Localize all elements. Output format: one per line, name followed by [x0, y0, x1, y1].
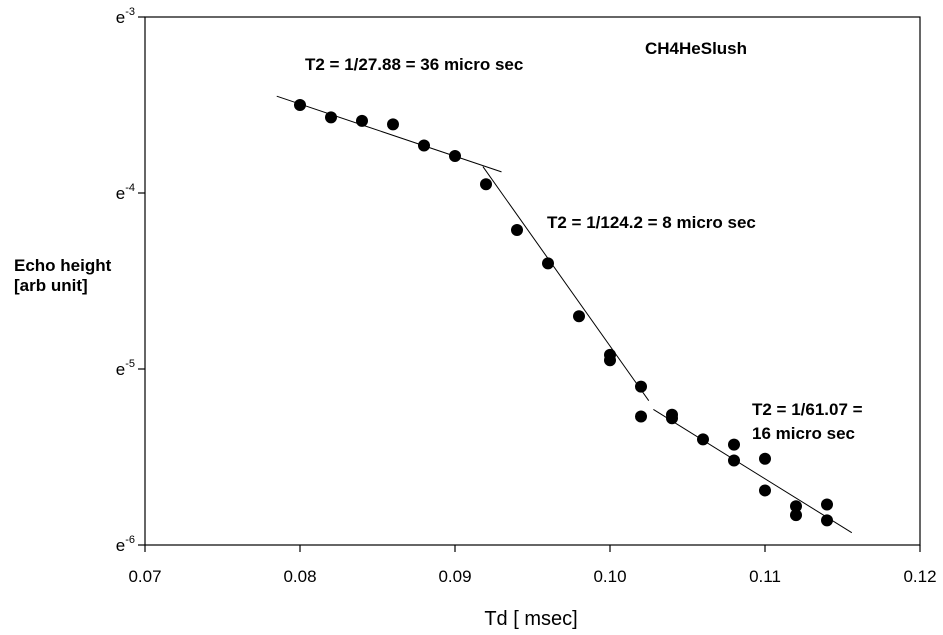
data-point — [666, 412, 678, 425]
y-tick-label: e-5 — [116, 358, 135, 379]
x-tick-label: 0.11 — [749, 567, 781, 586]
data-point — [356, 114, 368, 127]
data-point — [790, 509, 802, 522]
y-axis-ticks: e-3 e-4 e-5 e-6 — [116, 6, 145, 555]
x-tick-label: 0.09 — [438, 567, 471, 586]
data-point — [759, 484, 771, 497]
data-point — [387, 118, 399, 131]
x-tick-label: 0.08 — [283, 567, 316, 586]
data-point — [542, 257, 554, 270]
x-axis-ticks: 0.07 0.08 0.09 0.10 0.11 0.12 — [128, 545, 937, 586]
data-point — [759, 452, 771, 465]
data-point — [604, 354, 616, 367]
y-tick-label: e-4 — [116, 182, 135, 203]
annotation-t2-second: T2 = 1/124.2 = 8 micro sec — [547, 213, 756, 232]
plot-frame — [144, 16, 921, 546]
data-point — [635, 410, 647, 423]
y-axis-label-line2: [arb unit] — [14, 276, 88, 295]
x-tick-label: 0.12 — [903, 567, 936, 586]
fit-line-1 — [276, 95, 502, 173]
data-point — [573, 310, 585, 323]
y-axis-label-line1: Echo height — [14, 256, 112, 275]
fit-line-2 — [482, 166, 650, 401]
data-point — [480, 178, 492, 191]
fit-line-3 — [653, 409, 853, 534]
annotation-t2-third-line1: T2 = 1/61.07 = — [752, 400, 863, 419]
y-tick-label: e-3 — [116, 6, 135, 27]
x-tick-label: 0.10 — [593, 567, 626, 586]
annotation-t2-third-line2: 16 micro sec — [752, 424, 855, 443]
data-point — [418, 139, 430, 152]
data-point — [821, 514, 833, 527]
data-points — [294, 99, 833, 527]
data-point — [728, 454, 740, 467]
fit-lines — [276, 95, 853, 534]
x-axis-title: Td [ msec] — [484, 608, 577, 630]
data-point — [821, 498, 833, 511]
data-point — [790, 500, 802, 513]
y-tick-label: e-6 — [116, 534, 135, 555]
x-tick-label: 0.07 — [128, 567, 161, 586]
data-point — [635, 380, 647, 393]
annotation-t2-first: T2 = 1/27.88 = 36 micro sec — [305, 55, 523, 74]
data-point — [294, 99, 306, 111]
data-point — [325, 111, 337, 124]
data-point — [449, 150, 461, 163]
data-point — [697, 433, 709, 446]
data-point — [511, 223, 523, 236]
data-point — [728, 438, 740, 451]
legend-label: CH4HeSlush — [645, 39, 747, 58]
